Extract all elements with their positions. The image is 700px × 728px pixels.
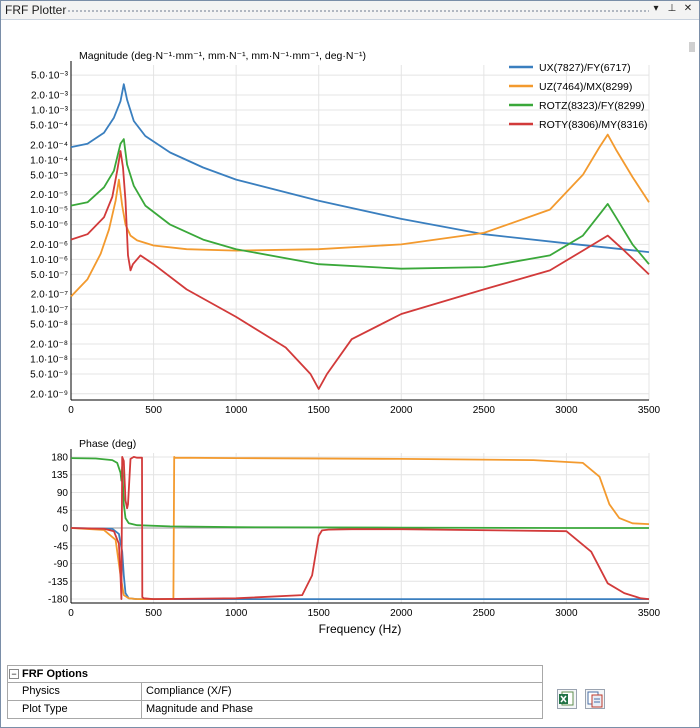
row-divider bbox=[141, 701, 142, 718]
y-tick-label: 5.0·10⁻⁹ bbox=[30, 369, 68, 380]
pin-icon[interactable]: ⊥ bbox=[667, 3, 677, 14]
close-icon[interactable]: ✕ bbox=[683, 3, 693, 14]
option-row-plot-type[interactable]: Plot Type Magnitude and Phase bbox=[8, 701, 542, 718]
legend-label: UZ(7464)/MX(8299) bbox=[539, 81, 632, 93]
copy-report-icon[interactable] bbox=[585, 689, 605, 709]
x-tick-label: 2500 bbox=[473, 608, 496, 619]
y-tick-label: 2.0·10⁻⁸ bbox=[30, 339, 68, 350]
title-bar: FRF Plotter ▾ ⊥ ✕ bbox=[1, 1, 699, 20]
chart-title: Magnitude (deg·N⁻¹·mm⁻¹, mm·N⁻¹, mm·N⁻¹·… bbox=[79, 50, 366, 62]
options-header[interactable]: − FRF Options bbox=[8, 666, 542, 683]
option-label: Physics bbox=[22, 685, 60, 697]
scroll-thumb bbox=[689, 42, 695, 52]
x-tick-label: 1500 bbox=[308, 608, 331, 619]
x-tick-label: 2000 bbox=[390, 405, 413, 416]
y-tick-label: -90 bbox=[54, 559, 69, 570]
x-tick-label: 0 bbox=[68, 608, 74, 619]
x-tick-label: 3500 bbox=[638, 608, 661, 619]
x-tick-label: 2500 bbox=[473, 405, 496, 416]
x-tick-label: 3000 bbox=[555, 608, 578, 619]
x-tick-label: 2000 bbox=[390, 608, 413, 619]
option-value[interactable]: Compliance (X/F) bbox=[146, 685, 232, 697]
x-tick-label: 3000 bbox=[555, 405, 578, 416]
y-tick-label: 5.0·10⁻⁶ bbox=[30, 220, 68, 231]
y-tick-label: 5.0·10⁻⁴ bbox=[30, 120, 68, 131]
y-tick-label: 1.0·10⁻⁴ bbox=[30, 155, 68, 166]
series-line-1 bbox=[70, 83, 650, 253]
y-tick-label: 180 bbox=[51, 452, 68, 463]
y-tick-label: 2.0·10⁻⁷ bbox=[31, 290, 69, 301]
export-excel-icon[interactable] bbox=[557, 689, 577, 709]
series-line-3 bbox=[70, 457, 649, 529]
y-tick-label: 45 bbox=[57, 506, 69, 517]
y-tick-label: 2.0·10⁻³ bbox=[31, 90, 69, 101]
frf-plot-area: 0 500 1000 1500 2000 2500 3000 3500 5.0·10⁻³ 2.0·… bbox=[30, 42, 695, 636]
y-tick-label: -45 bbox=[54, 541, 69, 552]
frf-options-panel: − FRF Options Physics Compliance (X/F) P… bbox=[7, 665, 543, 719]
x-tick-label: 1000 bbox=[225, 405, 248, 416]
option-label: Plot Type bbox=[22, 703, 68, 715]
y-tick-label: 5.0·10⁻⁷ bbox=[31, 270, 69, 281]
series-line-3 bbox=[70, 138, 650, 270]
y-tick-label: 135 bbox=[51, 470, 68, 481]
x-tick-label: 1500 bbox=[308, 405, 331, 416]
y-tick-label: 1.0·10⁻⁸ bbox=[30, 354, 68, 365]
collapse-toggle-icon[interactable]: − bbox=[9, 669, 19, 679]
x-tick-label: 500 bbox=[145, 405, 162, 416]
y-tick-label: 90 bbox=[57, 488, 69, 499]
chart-title: Phase (deg) bbox=[79, 438, 136, 450]
y-tick-label: 2.0·10⁻⁶ bbox=[30, 240, 68, 251]
phase-chart: 0 500 1000 1500 2000 2500 3000 350018013590450-… bbox=[48, 438, 661, 636]
options-title: FRF Options bbox=[22, 668, 88, 680]
y-tick-label: 1.0·10⁻⁷ bbox=[31, 305, 69, 316]
y-tick-label: 0 bbox=[62, 524, 68, 535]
legend-label: ROTZ(8323)/FY(8299) bbox=[539, 100, 645, 112]
legend-label: UX(7827)/FY(6717) bbox=[539, 62, 631, 74]
row-divider bbox=[141, 683, 142, 700]
drag-grip[interactable] bbox=[67, 9, 649, 13]
series-line-4 bbox=[70, 150, 650, 390]
y-tick-label: -135 bbox=[48, 577, 68, 588]
chart-legend: UX(7827)/FY(6717) UZ(7464)/MX(8299) ROTZ(8… bbox=[509, 62, 648, 131]
series-line-2 bbox=[70, 133, 650, 298]
x-tick-label: 1000 bbox=[225, 608, 248, 619]
window-title: FRF Plotter bbox=[5, 3, 67, 17]
option-row-physics[interactable]: Physics Compliance (X/F) bbox=[8, 683, 542, 701]
x-tick-label: 500 bbox=[145, 608, 162, 619]
y-tick-label: 5.0·10⁻⁵ bbox=[30, 170, 68, 181]
y-tick-label: 1.0·10⁻⁶ bbox=[30, 255, 68, 266]
x-axis-label: Frequency (Hz) bbox=[319, 622, 402, 636]
y-tick-label: 5.0·10⁻⁸ bbox=[30, 320, 68, 331]
y-tick-label: 1.0·10⁻⁵ bbox=[30, 205, 68, 216]
y-tick-label: 2.0·10⁻⁴ bbox=[30, 140, 68, 151]
y-tick-label: 2.0·10⁻⁹ bbox=[30, 389, 68, 400]
y-tick-label: 2.0·10⁻⁵ bbox=[30, 190, 68, 201]
series-line-4 bbox=[70, 456, 650, 600]
y-tick-label: 5.0·10⁻³ bbox=[31, 71, 69, 82]
y-tick-label: 1.0·10⁻³ bbox=[31, 105, 69, 116]
dropdown-icon[interactable]: ▾ bbox=[653, 3, 659, 14]
y-tick-label: -180 bbox=[48, 595, 68, 606]
option-value[interactable]: Magnitude and Phase bbox=[146, 703, 254, 715]
legend-label: ROTY(8306)/MY(8316) bbox=[539, 119, 648, 131]
x-tick-label: 0 bbox=[68, 405, 74, 416]
magnitude-chart: 0 500 1000 1500 2000 2500 3000 3500 5.0·10⁻³ 2.0·… bbox=[30, 50, 660, 416]
x-tick-label: 3500 bbox=[638, 405, 661, 416]
